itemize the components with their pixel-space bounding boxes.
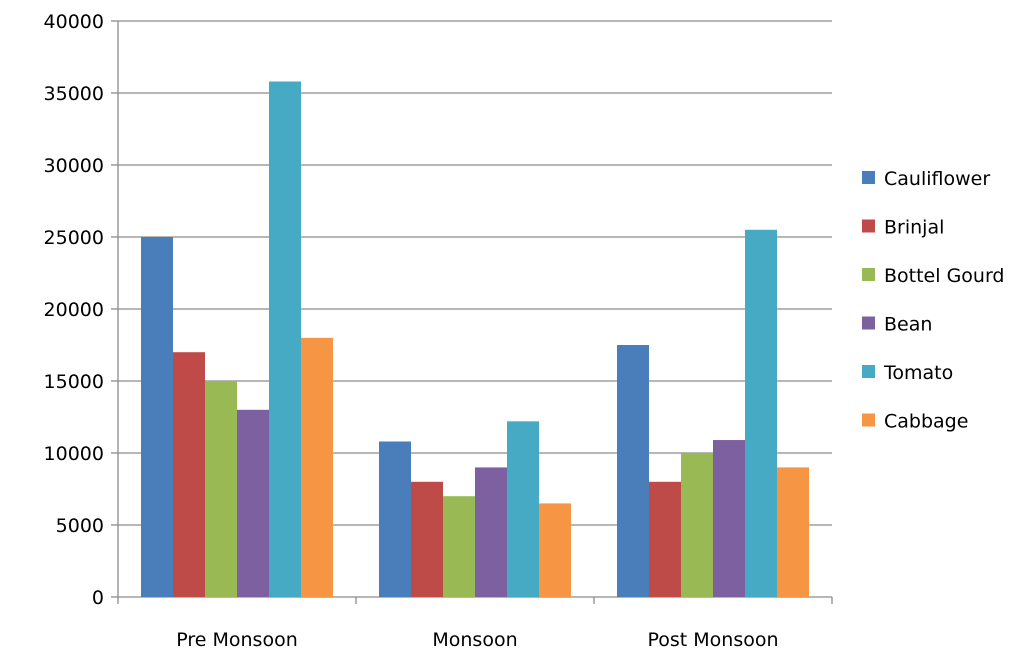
legend-label: Bottel Gourd bbox=[884, 265, 1005, 287]
bar-tomato-pre-monsoon bbox=[269, 81, 301, 598]
y-axis-tick-labels: 0 5000 10000 15000 20000 25000 30000 35000 40000 bbox=[44, 11, 104, 609]
legend-label: Cauliflower bbox=[884, 168, 990, 190]
y-tick-label: 10000 bbox=[44, 443, 104, 465]
bar-tomato-post-monsoon bbox=[745, 229, 777, 598]
bar-cabbage-post-monsoon bbox=[777, 467, 809, 597]
x-tick-label: Post Monsoon bbox=[647, 629, 778, 650]
y-tick-label: 20000 bbox=[44, 299, 104, 321]
y-tick-label: 0 bbox=[92, 587, 104, 609]
legend-item-bottel-gourd: Bottel Gourd bbox=[862, 265, 1005, 287]
y-tick-label: 40000 bbox=[44, 11, 104, 33]
bars bbox=[141, 81, 809, 598]
bar-bottel-gourd-post-monsoon bbox=[681, 453, 713, 597]
legend-item-cabbage: Cabbage bbox=[862, 411, 968, 433]
bar-cabbage-pre-monsoon bbox=[301, 337, 333, 597]
y-tick-label: 35000 bbox=[44, 83, 104, 105]
y-tick-label: 25000 bbox=[44, 227, 104, 249]
bar-bottel-gourd-pre-monsoon bbox=[205, 381, 237, 597]
legend-item-bean: Bean bbox=[862, 314, 932, 336]
bar-cabbage-monsoon bbox=[539, 503, 571, 597]
bar-brinjal-post-monsoon bbox=[649, 481, 681, 597]
bar-bean-post-monsoon bbox=[713, 440, 745, 597]
y-tick-label: 5000 bbox=[56, 515, 104, 537]
legend-label: Bean bbox=[884, 314, 932, 336]
legend-label: Brinjal bbox=[884, 217, 944, 239]
legend-swatch bbox=[862, 268, 875, 281]
legend-item-brinjal: Brinjal bbox=[862, 217, 944, 239]
bar-tomato-monsoon bbox=[507, 421, 539, 597]
y-tick-label: 30000 bbox=[44, 155, 104, 177]
legend-label: Cabbage bbox=[884, 411, 968, 433]
legend-swatch bbox=[862, 171, 875, 184]
y-tick-label: 15000 bbox=[44, 371, 104, 393]
legend-swatch bbox=[862, 219, 875, 233]
bar-brinjal-monsoon bbox=[411, 481, 443, 597]
bar-bean-pre-monsoon bbox=[237, 409, 269, 597]
legend-label: Tomato bbox=[883, 362, 953, 384]
bar-bottel-gourd-monsoon bbox=[443, 496, 475, 597]
legend-swatch bbox=[862, 365, 875, 378]
bar-cauliflower-pre-monsoon bbox=[141, 237, 173, 597]
x-axis-tick-labels: Pre Monsoon Monsoon Post Monsoon bbox=[176, 629, 778, 650]
legend-item-tomato: Tomato bbox=[862, 362, 953, 384]
bar-bean-monsoon bbox=[475, 467, 507, 597]
legend-item-cauliflower: Cauliflower bbox=[862, 168, 990, 190]
legend-swatch bbox=[862, 316, 875, 330]
legend-swatch bbox=[862, 413, 875, 427]
bar-brinjal-pre-monsoon bbox=[173, 352, 205, 597]
x-tick-label: Pre Monsoon bbox=[176, 629, 298, 650]
bar-cauliflower-monsoon bbox=[379, 441, 411, 597]
legend: Cauliflower Brinjal Bottel Gourd Bean Tomato… bbox=[862, 168, 1005, 433]
bar-cauliflower-post-monsoon bbox=[617, 345, 649, 597]
x-tick-label: Monsoon bbox=[432, 629, 517, 650]
